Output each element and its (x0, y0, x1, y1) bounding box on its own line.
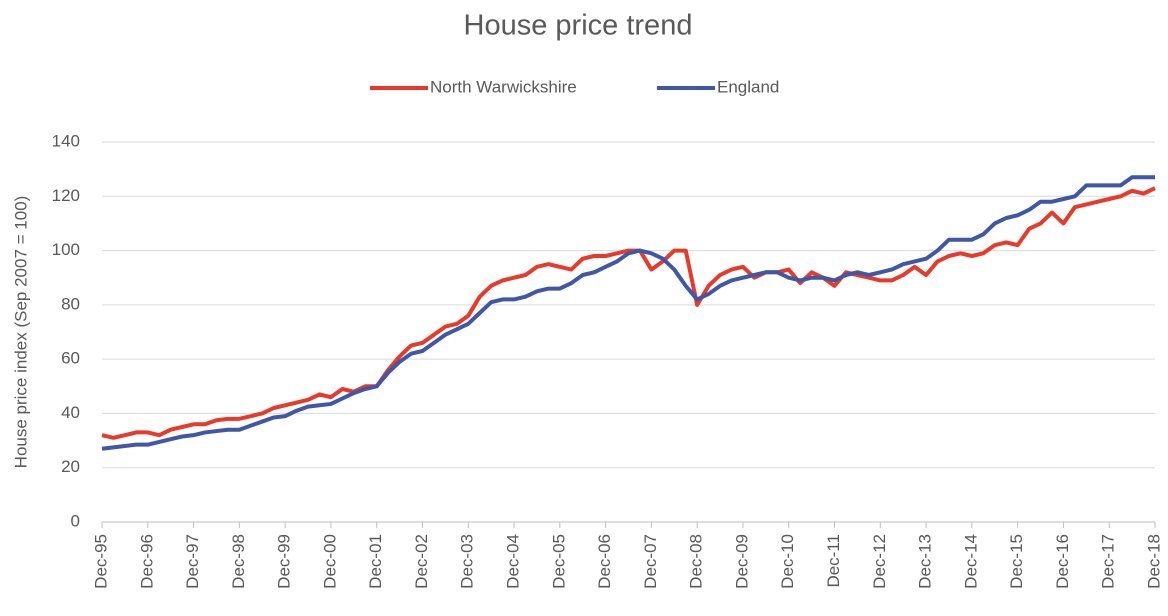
x-tick-label: Dec-01 (366, 534, 385, 589)
x-tick-label: Dec-13 (916, 534, 935, 589)
x-tick-label: Dec-16 (1053, 534, 1072, 589)
chart-title: House price trend (464, 10, 693, 42)
legend-label: North Warwickshire (430, 77, 577, 96)
x-tick-label: Dec-15 (1007, 534, 1026, 589)
x-tick-label: Dec-95 (91, 534, 110, 589)
y-tick-label: 60 (61, 349, 80, 368)
x-tick-label: Dec-05 (549, 534, 568, 589)
x-tick-label: Dec-14 (961, 534, 980, 589)
x-tick-label: Dec-04 (504, 534, 523, 589)
x-tick-label: Dec-99 (275, 534, 294, 589)
y-tick-label: 20 (61, 457, 80, 476)
legend-label: England (717, 77, 779, 96)
x-tick-label: Dec-11 (824, 534, 843, 588)
x-tick-label: Dec-00 (320, 534, 339, 589)
x-tick-label: Dec-02 (412, 534, 431, 589)
y-axis-title: House price index (Sep 2007 = 100) (11, 196, 30, 469)
x-tick-label: Dec-17 (1099, 534, 1118, 589)
y-tick-label: 40 (61, 403, 80, 422)
line-series (101, 186, 1156, 440)
y-tick-label: 120 (52, 186, 80, 205)
x-tick-label: Dec-09 (732, 534, 751, 589)
x-tick-label: Dec-96 (137, 534, 156, 589)
y-tick-label: 80 (61, 294, 80, 313)
x-tick-label: Dec-12 (870, 534, 889, 589)
x-tick-label: Dec-98 (229, 534, 248, 589)
x-tick-label: Dec-08 (687, 534, 706, 589)
x-tick-label: Dec-06 (595, 534, 614, 589)
x-tick-label: Dec-97 (183, 534, 202, 589)
y-tick-label: 100 (52, 240, 80, 259)
x-tick-label: Dec-18 (1144, 534, 1163, 589)
x-tick-label: Dec-10 (778, 534, 797, 589)
x-tick-label: Dec-07 (641, 534, 660, 589)
line-series (101, 175, 1155, 451)
y-tick-label: 0 (71, 511, 80, 530)
y-tick-label: 140 (52, 131, 80, 150)
x-tick-label: Dec-03 (458, 534, 477, 589)
